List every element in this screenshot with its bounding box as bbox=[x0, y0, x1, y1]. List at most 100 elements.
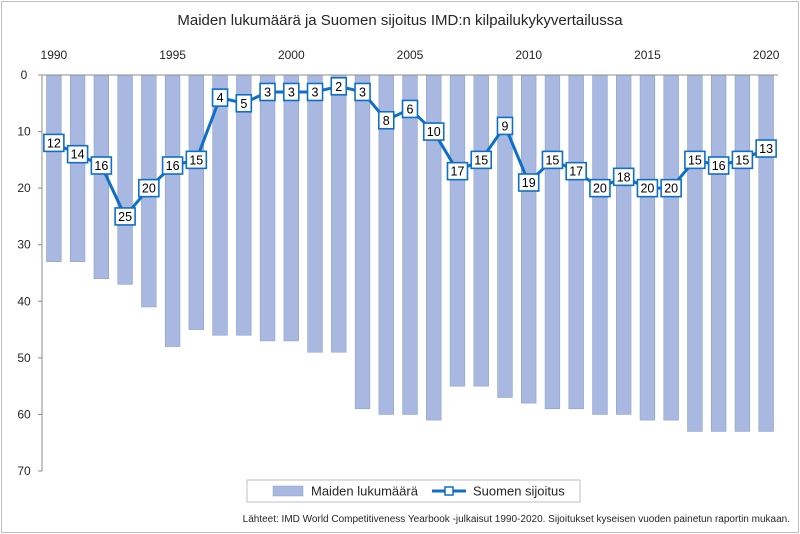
rank-marker bbox=[66, 144, 89, 164]
rank-marker bbox=[755, 139, 777, 158]
bar bbox=[331, 74, 347, 353]
rank-marker bbox=[565, 161, 587, 181]
rank-label: 3 bbox=[264, 85, 271, 99]
rank-label: 17 bbox=[569, 165, 583, 179]
bar bbox=[544, 74, 561, 410]
rank-label: 15 bbox=[474, 153, 488, 167]
bar bbox=[117, 74, 133, 285]
rank-marker bbox=[43, 133, 65, 153]
rank-label: 15 bbox=[688, 153, 702, 167]
bar bbox=[592, 74, 608, 415]
rank-marker bbox=[446, 161, 469, 181]
bar bbox=[307, 74, 323, 353]
rank-marker bbox=[422, 122, 445, 141]
bar bbox=[687, 74, 703, 432]
bar bbox=[259, 74, 276, 342]
rank-marker bbox=[90, 156, 113, 175]
bar bbox=[710, 74, 727, 432]
bar bbox=[734, 74, 751, 432]
rank-marker bbox=[660, 178, 682, 198]
rank-marker bbox=[517, 173, 540, 192]
x-tick-label: 2005 bbox=[397, 48, 424, 62]
bar bbox=[402, 74, 418, 415]
rank-label: 5 bbox=[240, 97, 247, 111]
rank-marker bbox=[589, 178, 611, 198]
rank-label: 2 bbox=[335, 80, 342, 94]
bar bbox=[69, 74, 86, 262]
rank-marker bbox=[138, 178, 160, 198]
rank-label: 6 bbox=[407, 102, 414, 116]
bar bbox=[521, 74, 537, 404]
bar-series bbox=[46, 74, 774, 432]
bar bbox=[46, 74, 62, 262]
y-tick-label: 60 bbox=[17, 407, 31, 421]
bar bbox=[639, 74, 656, 421]
legend: Maiden lukumäärä Suomen sijoitus bbox=[246, 479, 581, 503]
chart-title: Maiden lukumäärä ja Suomen sijoitus IMD:… bbox=[177, 12, 623, 29]
rank-label: 20 bbox=[664, 182, 678, 196]
rank-marker bbox=[282, 82, 300, 102]
rank-marker bbox=[470, 150, 493, 170]
y-tick-label: 30 bbox=[17, 238, 31, 252]
rank-marker bbox=[707, 156, 730, 175]
rank-label: 3 bbox=[288, 85, 295, 99]
y-tick-label: 20 bbox=[17, 181, 31, 195]
legend-marker bbox=[444, 486, 454, 496]
rank-marker bbox=[731, 150, 754, 170]
rank-marker bbox=[636, 178, 659, 198]
rank-label: 16 bbox=[166, 159, 180, 173]
rank-label: 16 bbox=[94, 159, 108, 173]
y-tick-label: 40 bbox=[17, 294, 31, 308]
bar bbox=[663, 74, 679, 421]
rank-marker bbox=[259, 82, 276, 102]
rank-marker bbox=[161, 156, 184, 175]
rank-marker bbox=[354, 82, 371, 102]
rank-marker bbox=[114, 207, 136, 226]
rank-label: 8 bbox=[383, 114, 390, 128]
rank-marker bbox=[401, 99, 419, 119]
x-tick-label: 2000 bbox=[278, 48, 305, 62]
rank-marker bbox=[496, 116, 514, 136]
rank-label: 17 bbox=[451, 165, 465, 179]
source-note: Lähteet: IMD World Competitiveness Yearb… bbox=[243, 514, 790, 525]
x-tick-label: 2015 bbox=[634, 48, 661, 62]
line-series: 12 14 16 25 20 16 15 4 5 3 3 3 2 3 8 6 10 17 15 9 19 15 17 20 18… bbox=[43, 77, 777, 226]
rank-label: 20 bbox=[640, 182, 654, 196]
bar bbox=[236, 74, 252, 336]
rank-label: 16 bbox=[712, 159, 726, 173]
rank-label: 12 bbox=[47, 136, 61, 150]
rank-marker bbox=[211, 88, 229, 107]
rank-marker bbox=[684, 150, 706, 170]
rank-label: 3 bbox=[312, 85, 319, 99]
bar bbox=[188, 74, 204, 330]
rank-label: 25 bbox=[118, 210, 132, 224]
bar bbox=[568, 74, 584, 410]
rank-label: 20 bbox=[142, 182, 156, 196]
rank-marker bbox=[185, 150, 208, 170]
rank-label: 19 bbox=[522, 176, 536, 190]
bar bbox=[616, 74, 632, 415]
rank-label: 14 bbox=[71, 148, 85, 162]
bar bbox=[758, 74, 774, 432]
rank-label: 15 bbox=[189, 153, 203, 167]
rank-label: 15 bbox=[545, 153, 559, 167]
legend-swatch-bars bbox=[272, 485, 304, 497]
bar bbox=[283, 74, 299, 342]
x-tick-label: 1995 bbox=[159, 48, 186, 62]
bar bbox=[164, 74, 181, 347]
x-tick-label: 2020 bbox=[753, 48, 780, 62]
y-tick-label: 50 bbox=[17, 351, 31, 365]
rank-marker bbox=[612, 167, 635, 187]
rank-marker bbox=[330, 77, 348, 96]
y-tick-label: 10 bbox=[17, 125, 31, 139]
legend-label-bars: Maiden lukumäärä bbox=[311, 484, 419, 499]
rank-label: 4 bbox=[217, 91, 224, 105]
rank-marker bbox=[377, 110, 395, 130]
rank-label: 3 bbox=[359, 85, 366, 99]
bar bbox=[449, 74, 466, 387]
legend-box bbox=[246, 479, 581, 503]
rank-label: 20 bbox=[593, 182, 607, 196]
legend-label-line: Suomen sijoitus bbox=[473, 484, 565, 499]
